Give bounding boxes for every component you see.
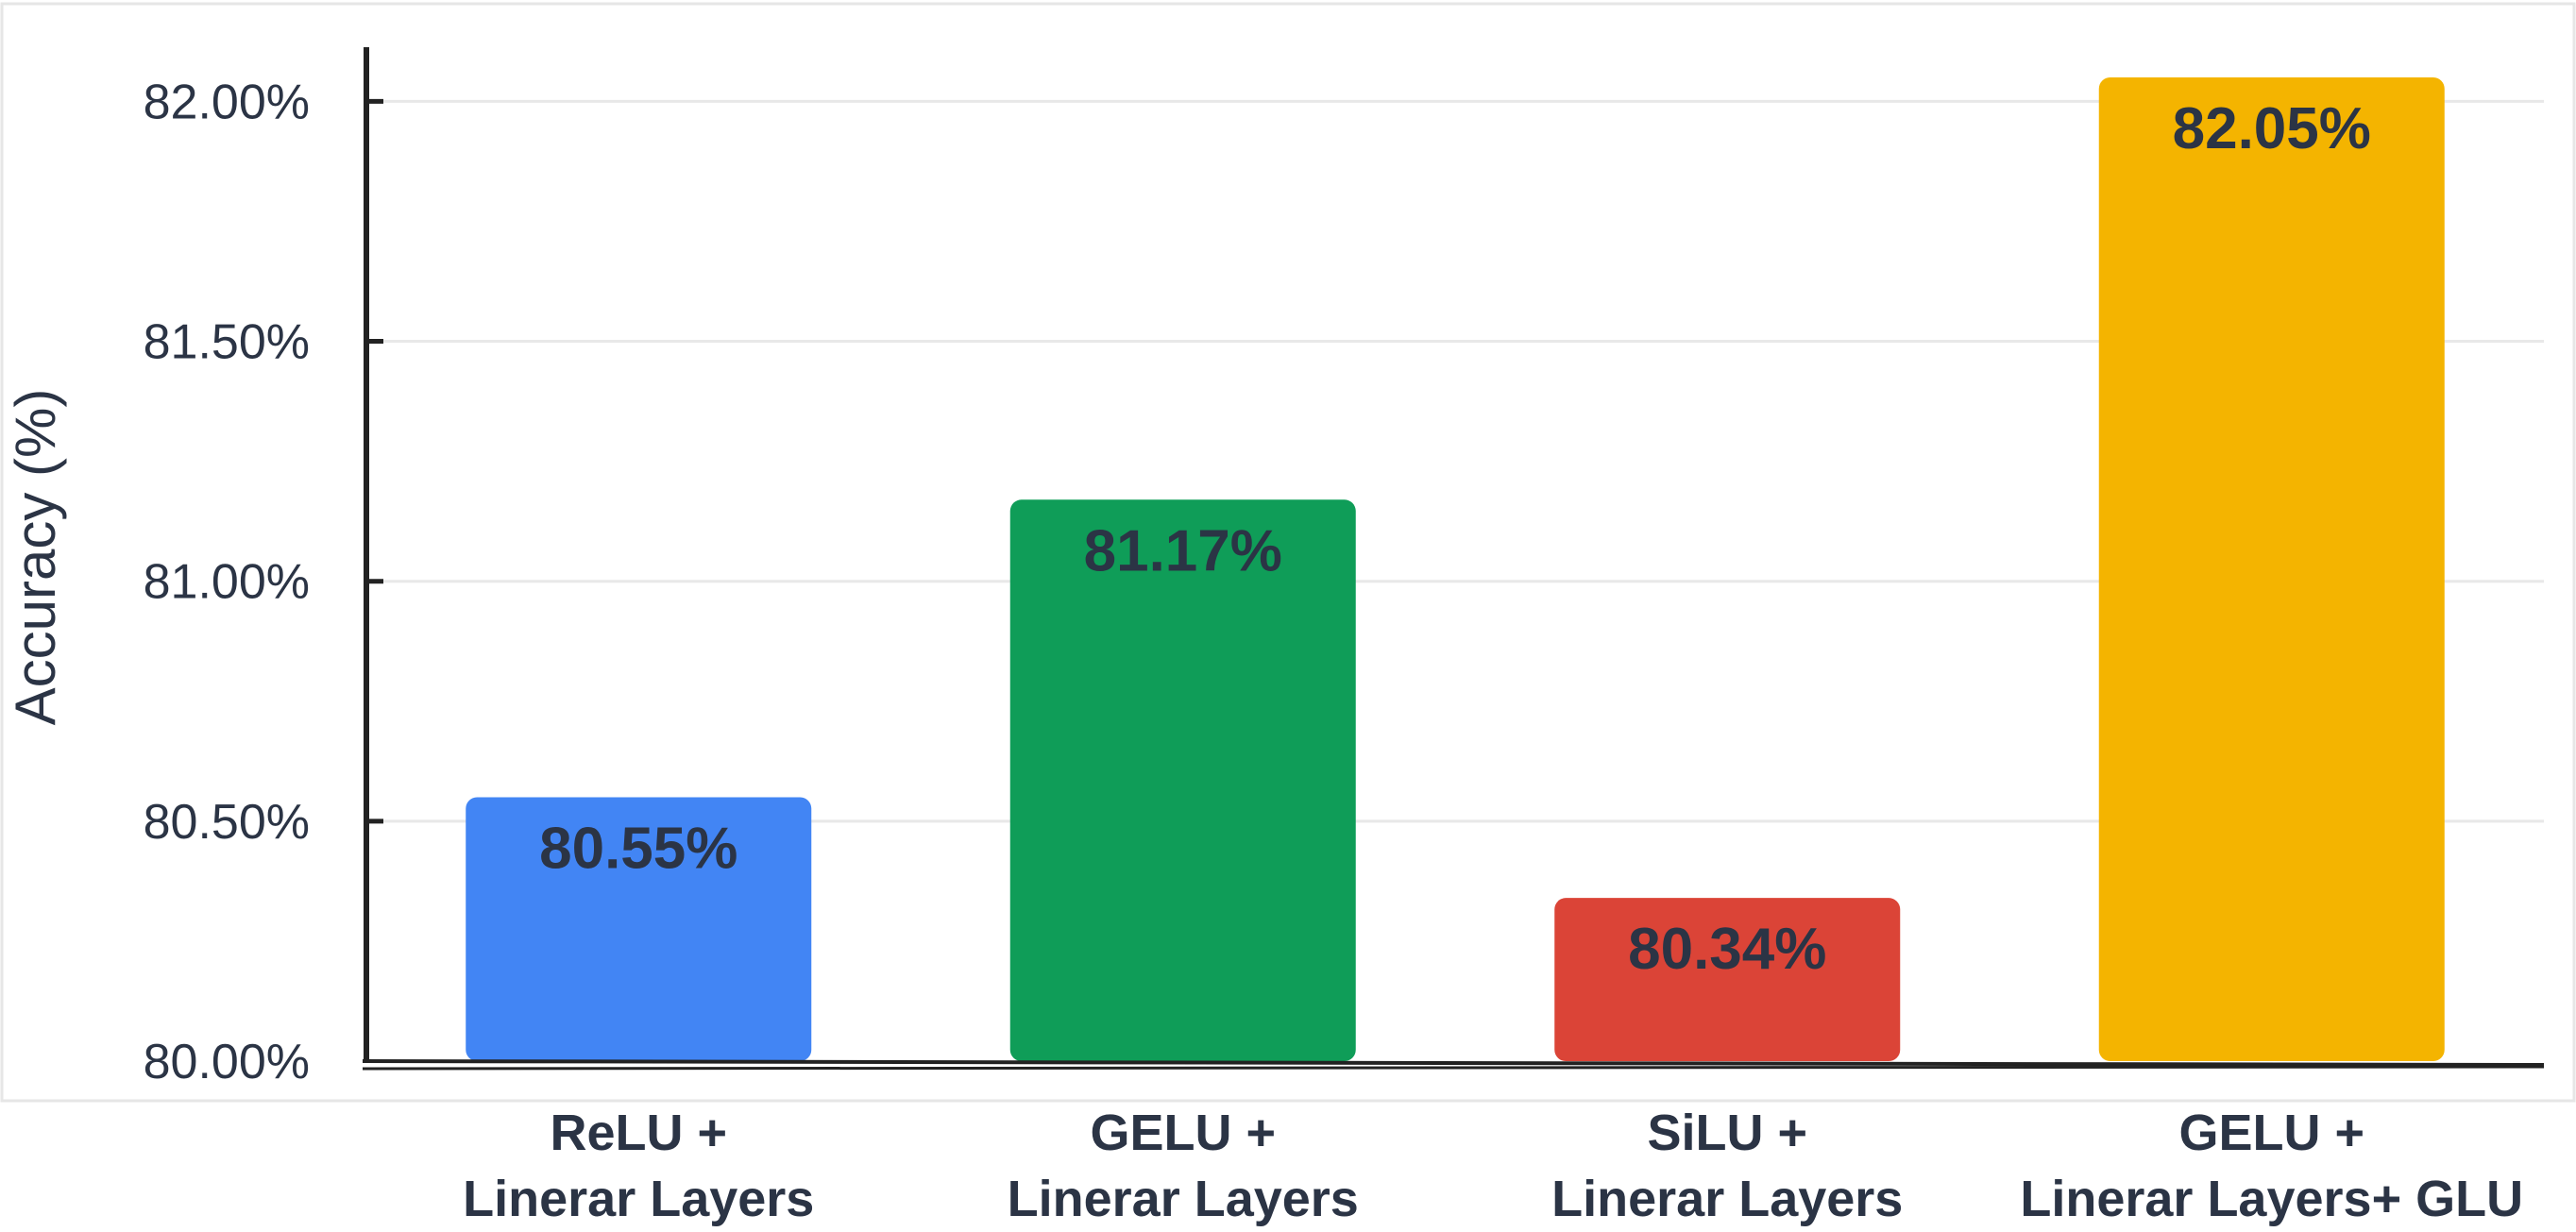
y-tick-label: 82.00% (144, 75, 310, 129)
y-tick-label: 81.50% (144, 315, 310, 370)
bar (2098, 77, 2445, 1061)
bar-data-label: 80.55% (539, 816, 737, 881)
axes (362, 47, 2545, 1071)
x-category-label: GELU + (1090, 1105, 1276, 1161)
y-tick-label: 80.00% (144, 1035, 310, 1089)
x-category-label: Linerar Layers+ GLU (2020, 1171, 2523, 1227)
y-axis-title: Accuracy (%) (4, 389, 67, 726)
x-axis-line-shadow (362, 1065, 2545, 1071)
bar (1554, 898, 1901, 1061)
y-tick-label: 80.50% (144, 795, 310, 850)
bar-data-label: 82.05% (2173, 96, 2371, 161)
bar-data-label: 80.34% (1628, 917, 1826, 982)
x-category-label: GELU + (2178, 1105, 2364, 1161)
x-axis-line (362, 1059, 2545, 1067)
bars (466, 77, 2445, 1061)
x-category-label: Linerar Layers (1008, 1171, 1359, 1227)
labels: 80.00% 80.50% 81.00% 81.50% 82.00% 80.55% ReLU… (144, 75, 2523, 1227)
x-category-label: Linerar Layers (463, 1171, 814, 1227)
x-category-label: ReLU + (550, 1105, 727, 1161)
plot-frame (0, 2, 2576, 1103)
bar (1009, 499, 1356, 1061)
y-tick-label: 81.00% (144, 555, 310, 610)
x-category-label: Linerar Layers (1551, 1171, 1903, 1227)
bar (466, 797, 812, 1061)
bar-data-label: 81.17% (1084, 518, 1282, 583)
x-category-label: SiLU + (1647, 1105, 1807, 1161)
